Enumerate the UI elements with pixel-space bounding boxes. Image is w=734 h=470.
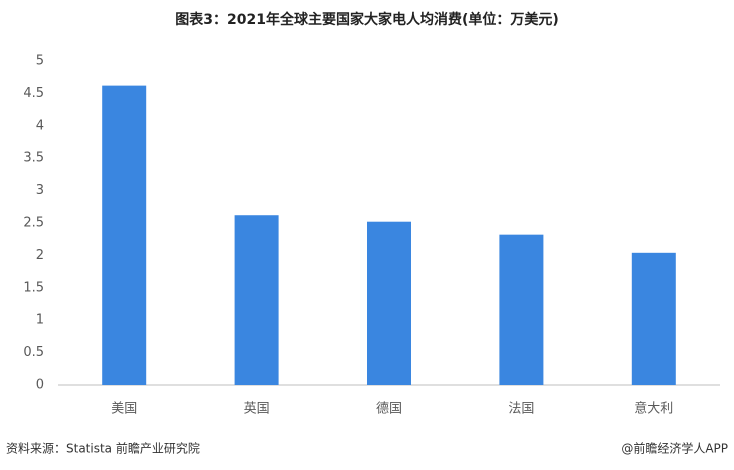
x-tick-label: 意大利 xyxy=(634,401,673,417)
x-tick-label: 英国 xyxy=(244,402,270,417)
y-tick-label: 3 xyxy=(36,183,44,198)
y-tick-label: 1.5 xyxy=(23,280,44,295)
y-tick-label: 4 xyxy=(36,118,44,133)
y-tick-label: 5 xyxy=(36,54,44,69)
x-tick-label: 法国 xyxy=(508,402,534,417)
y-tick-label: 3.5 xyxy=(23,151,44,166)
chart-title: 图表3：2021年全球主要国家大家电人均消费(单位：万美元) xyxy=(175,11,559,28)
bar xyxy=(234,215,279,385)
credit: @前瞻经济学人APP xyxy=(621,441,728,456)
source: 资料来源：Statista 前瞻产业研究院 xyxy=(6,441,200,456)
y-tick-label: 1 xyxy=(36,313,44,328)
bar xyxy=(367,221,411,385)
bar xyxy=(631,252,676,385)
x-tick-label: 美国 xyxy=(111,402,137,417)
y-tick-label: 4.5 xyxy=(23,86,44,101)
y-tick-label: 2.5 xyxy=(23,216,44,231)
x-tick-label: 德国 xyxy=(376,402,402,417)
y-tick-label: 0 xyxy=(36,378,44,393)
bar xyxy=(499,234,544,385)
y-tick-label: 2 xyxy=(36,248,44,263)
bar xyxy=(102,85,147,386)
y-tick-label: 0.5 xyxy=(23,345,44,360)
